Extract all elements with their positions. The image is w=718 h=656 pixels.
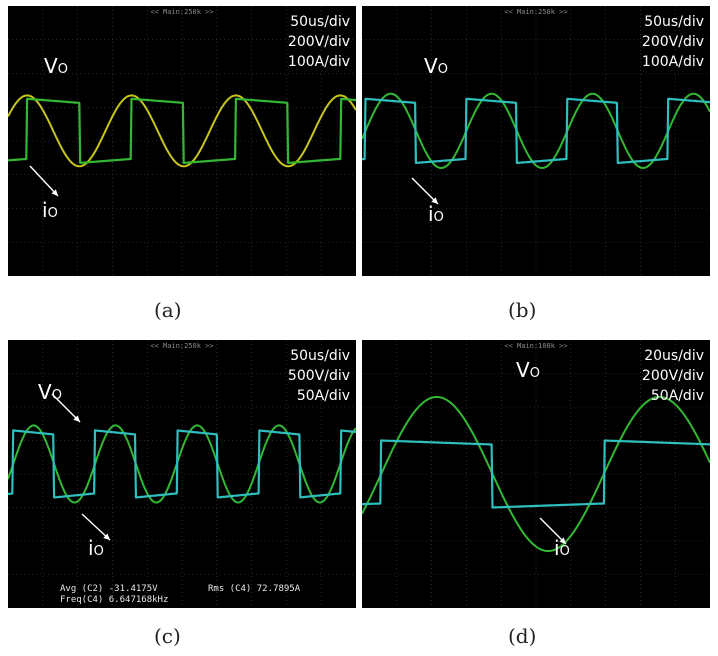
voltage-scale-b: 200V/div: [641, 34, 704, 50]
scale-readout-d: 20us/div 200V/div 50A/div: [642, 346, 704, 406]
caption-c: (c): [154, 624, 181, 648]
time-scale-d: 20us/div: [644, 348, 704, 364]
scope-panel-d: << Main:100k >> 20us/div 200V/div 50A/di…: [362, 340, 710, 608]
current-scale-b: 100A/div: [641, 54, 704, 70]
time-scale-b: 50us/div: [644, 14, 704, 30]
scope-plot-d: [362, 340, 710, 608]
scope-plot-a: [8, 6, 356, 276]
voltage-scale-c: 500V/div: [287, 368, 350, 384]
current-trace: [362, 439, 710, 509]
scope-plot-c: [8, 340, 356, 608]
arrow-head: [559, 537, 566, 544]
scale-readout-a: 50us/div 200V/div 100A/div: [288, 12, 350, 72]
caption-b: (b): [508, 298, 537, 322]
measurement-avg: Avg (C2) -31.4175V: [60, 584, 158, 594]
scope-panel-c: << Main:250k >> 50us/div 500V/div 50A/di…: [8, 340, 356, 608]
measurement-rms: Rms (C4) 72.7895A: [208, 584, 301, 594]
arrow-head: [103, 533, 110, 540]
time-scale-c: 50us/div: [290, 348, 350, 364]
io-label-b: iO: [428, 202, 444, 226]
pointer-arrow: [29, 165, 59, 197]
scope-panel-a: << Main:250k >> 50us/div 200V/div 100A/d…: [8, 6, 356, 276]
caption-d: (d): [508, 624, 537, 648]
scope-header-a: << Main:250k >>: [150, 8, 214, 16]
current-trace: [362, 97, 710, 164]
voltage-scale-a: 200V/div: [287, 34, 350, 50]
scope-panel-b: << Main:250k >> 50us/div 200V/div 100A/d…: [362, 6, 710, 276]
current-trace: [8, 429, 356, 499]
grid: [8, 340, 356, 608]
current-scale-d: 50A/div: [650, 388, 704, 404]
voltage-trace: [8, 424, 356, 504]
voltage-trace: [362, 396, 710, 553]
grid: [362, 340, 710, 608]
arrow-head: [51, 189, 58, 196]
scale-readout-b: 50us/div 200V/div 100A/div: [642, 12, 704, 72]
current-scale-c: 50A/div: [296, 388, 350, 404]
arrow-head: [73, 415, 80, 422]
voltage-trace: [8, 94, 356, 168]
pointer-arrow: [81, 513, 111, 541]
caption-a: (a): [154, 298, 182, 322]
vo-label-a: VO: [44, 54, 68, 78]
current-scale-a: 100A/div: [287, 54, 350, 70]
scope-header-b: << Main:250k >>: [504, 8, 568, 16]
measurement-freq: Freq(C4) 6.647168kHz: [60, 595, 169, 605]
grid: [8, 6, 356, 276]
grid: [362, 6, 710, 276]
time-scale-a: 50us/div: [290, 14, 350, 30]
voltage-trace: [362, 92, 710, 169]
vo-label-c: VO: [38, 380, 62, 404]
scope-header-d: << Main:100k >>: [504, 342, 568, 350]
arrow-head: [431, 197, 438, 204]
scale-readout-c: 50us/div 500V/div 50A/div: [288, 346, 350, 406]
io-label-a: iO: [42, 198, 58, 222]
voltage-scale-d: 200V/div: [641, 368, 704, 384]
scope-header-c: << Main:250k >>: [150, 342, 214, 350]
io-label-c: iO: [88, 536, 104, 560]
vo-label-b: VO: [424, 54, 448, 78]
scope-plot-b: [362, 6, 710, 276]
io-label-d: iO: [554, 536, 570, 560]
vo-label-d: VO: [516, 358, 540, 382]
current-trace: [8, 97, 356, 164]
pointer-arrow: [51, 393, 81, 423]
